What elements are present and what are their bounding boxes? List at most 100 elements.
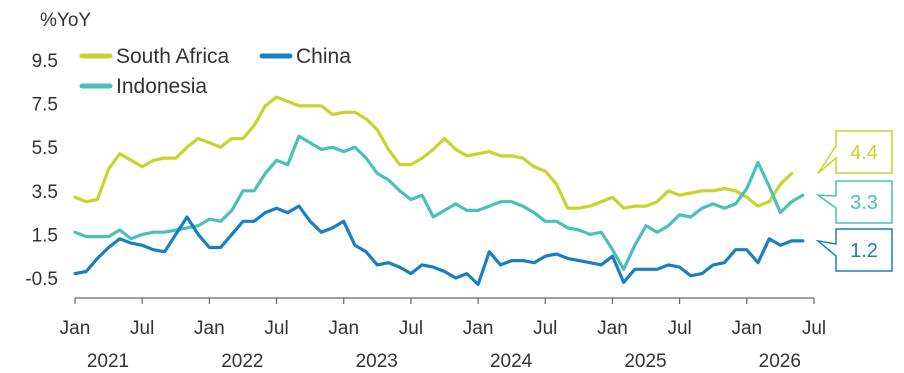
data-point <box>74 196 76 198</box>
y-tick-label: 5.5 <box>32 138 58 159</box>
data-point <box>477 283 479 286</box>
data-point <box>667 190 670 192</box>
data-point <box>589 262 591 264</box>
data-point <box>746 249 748 251</box>
data-point <box>589 233 591 235</box>
data-point <box>197 137 199 140</box>
x-tick-year-label: 2025 <box>624 351 666 372</box>
y-axis-label: %YoY <box>40 10 91 31</box>
data-point <box>645 205 647 207</box>
data-point <box>488 251 490 253</box>
data-point <box>399 164 401 166</box>
data-point <box>309 105 311 107</box>
data-point <box>152 159 154 161</box>
data-point <box>768 201 770 203</box>
data-point <box>410 164 412 166</box>
data-point <box>119 153 121 155</box>
data-point <box>522 205 524 207</box>
x-tick-month-label: Jul <box>667 318 691 339</box>
data-point <box>141 244 143 246</box>
data-point <box>343 151 345 153</box>
data-point <box>477 153 479 155</box>
x-tick-month-label: Jan <box>194 318 225 339</box>
data-point <box>152 231 154 233</box>
x-tick-month-label: Jul <box>399 318 423 339</box>
data-point <box>376 129 378 131</box>
data-point <box>376 172 378 174</box>
data-point <box>354 146 356 148</box>
data-point <box>735 203 737 205</box>
data-point <box>220 220 222 222</box>
data-point <box>768 185 770 187</box>
data-point <box>331 146 334 148</box>
data-point <box>74 231 76 233</box>
data-point <box>477 209 479 211</box>
data-point <box>242 220 244 222</box>
data-point <box>712 190 714 192</box>
data-point <box>421 264 423 266</box>
data-point <box>343 111 345 113</box>
data-point <box>712 264 714 266</box>
data-point <box>85 201 87 203</box>
data-point <box>488 205 490 207</box>
data-point <box>600 201 602 203</box>
data-point <box>634 244 636 246</box>
data-point <box>108 246 110 249</box>
data-point <box>667 225 670 227</box>
data-point <box>298 135 300 137</box>
data-point <box>712 203 714 205</box>
data-point <box>779 244 782 246</box>
data-point <box>287 212 289 214</box>
x-tick-month-label: Jan <box>463 318 494 339</box>
data-point <box>365 251 367 253</box>
data-point <box>443 270 446 273</box>
data-point <box>455 203 457 205</box>
data-point <box>231 137 233 140</box>
legend-label: China <box>296 45 351 68</box>
data-point <box>578 260 580 262</box>
data-point <box>757 161 759 164</box>
data-point <box>331 227 334 229</box>
data-point <box>74 273 76 275</box>
data-point <box>242 190 244 192</box>
data-point <box>567 227 569 229</box>
data-point <box>690 216 692 218</box>
data-point <box>544 170 546 172</box>
x-tick-year-label: 2022 <box>221 351 263 372</box>
data-point <box>399 190 401 192</box>
data-point <box>96 236 98 238</box>
data-point <box>432 148 434 150</box>
data-point <box>701 190 703 192</box>
data-point <box>791 240 793 242</box>
data-point <box>511 155 513 157</box>
data-point <box>186 227 188 229</box>
data-point <box>555 253 558 255</box>
data-point <box>220 146 222 148</box>
data-point <box>421 194 423 196</box>
data-point <box>746 188 748 190</box>
data-point <box>466 273 468 275</box>
x-tick-year-label: 2023 <box>356 351 398 372</box>
end-label-value: 1.2 <box>850 240 878 262</box>
x-tick-year-label: 2024 <box>490 351 533 372</box>
series-lines <box>73 95 805 287</box>
data-point <box>701 273 703 275</box>
end-label-box <box>815 180 893 224</box>
data-point <box>119 238 121 240</box>
y-tick-label: -0.5 <box>25 269 58 290</box>
data-point <box>611 196 614 198</box>
data-point <box>779 183 782 185</box>
data-point <box>735 249 737 251</box>
data-point <box>152 249 154 251</box>
data-point <box>623 268 625 270</box>
data-point <box>275 159 278 161</box>
data-point <box>175 157 177 159</box>
data-point <box>511 201 513 203</box>
data-point <box>443 209 446 211</box>
data-point <box>432 266 434 268</box>
data-point <box>320 148 322 150</box>
data-point <box>264 212 266 214</box>
data-point <box>376 264 378 266</box>
data-point <box>522 260 524 262</box>
